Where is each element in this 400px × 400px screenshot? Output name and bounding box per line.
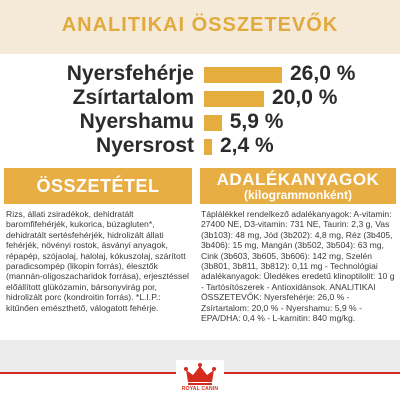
nutrient-bar: [204, 91, 264, 107]
additives-title: ADALÉKANYAGOK: [216, 170, 380, 189]
additives-subtitle: (kilogrammonként): [243, 188, 352, 202]
nutrient-label: Zsírtartalom: [72, 86, 194, 109]
nutrient-label: Nyershamu: [79, 110, 194, 133]
crown-icon: [184, 363, 216, 385]
nutrient-row-fat: Zsírtartalom 20,0 %: [0, 84, 400, 114]
nutrient-value: 5,9 %: [229, 110, 284, 133]
nutrient-value: 2,4 %: [220, 134, 274, 157]
additives-text: Táplálékkel rendelkező adalékanyagok: A-…: [201, 209, 395, 324]
nutrient-row-fiber: Nyersrost 2,4 %: [0, 132, 400, 162]
nutrient-label: Nyersrost: [95, 134, 194, 157]
composition-title: ÖSSZETÉTEL: [36, 176, 160, 196]
brand-logo: ROYAL CANIN: [176, 360, 224, 396]
nutrient-label: Nyersfehérje: [66, 62, 194, 85]
additives-header: ADALÉKANYAGOK (kilogrammonként): [200, 168, 396, 204]
nutrient-bar: [204, 139, 212, 155]
header-band: [0, 0, 400, 54]
nutrient-row-protein: Nyersfehérje 26,0 %: [0, 60, 400, 90]
nutrient-bar: [204, 115, 222, 131]
composition-header: ÖSSZETÉTEL: [4, 168, 192, 204]
composition-text: Rizs, állati zsiradékok, dehidratált bar…: [6, 209, 189, 313]
nutrient-value: 26,0 %: [290, 62, 356, 85]
nutrient-bar: [204, 67, 282, 83]
nutrient-value: 20,0 %: [272, 86, 338, 109]
analytical-title: ANALITIKAI ÖSSZETEVŐK: [61, 14, 339, 36]
logo-text: ROYAL CANIN: [181, 386, 219, 392]
nutrient-row-ash: Nyershamu 5,9 %: [0, 108, 400, 138]
